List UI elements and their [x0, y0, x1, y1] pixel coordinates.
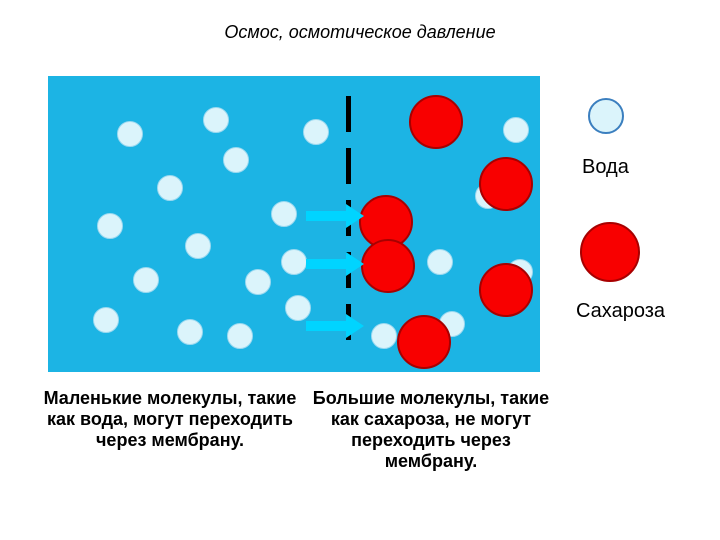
membrane-dash [346, 96, 351, 132]
sucrose-molecule [409, 95, 463, 149]
sucrose-molecule [479, 157, 533, 211]
legend-water-label: Вода [582, 156, 629, 179]
water-molecule [185, 233, 211, 259]
water-molecule [223, 147, 249, 173]
water-molecule [503, 117, 529, 143]
osmosis-diagram [48, 76, 540, 372]
membrane-dash [346, 148, 351, 184]
water-molecule [117, 121, 143, 147]
flow-arrow-icon [306, 204, 364, 228]
water-molecule [371, 323, 397, 349]
water-molecule [281, 249, 307, 275]
water-molecule [157, 175, 183, 201]
water-molecule [427, 249, 453, 275]
water-molecule [93, 307, 119, 333]
water-icon [588, 98, 624, 134]
water-molecule [203, 107, 229, 133]
water-molecule [271, 201, 297, 227]
sucrose-molecule [479, 263, 533, 317]
flow-arrow-icon [306, 252, 364, 276]
caption-small-molecules: Маленькие молекулы, такие как вода, могу… [40, 388, 300, 451]
water-molecule [97, 213, 123, 239]
caption-large-molecules: Большие молекулы, такие как сахароза, не… [306, 388, 556, 472]
flow-arrow-icon [306, 314, 364, 338]
water-molecule [133, 267, 159, 293]
water-molecule [177, 319, 203, 345]
page: Осмос, осмотическое давление Вода Сахаро… [0, 0, 720, 540]
page-title: Осмос, осмотическое давление [0, 22, 720, 43]
sucrose-icon [580, 222, 640, 282]
water-molecule [303, 119, 329, 145]
legend-sucrose-label: Сахароза [576, 300, 686, 323]
sucrose-molecule [361, 239, 415, 293]
water-molecule [245, 269, 271, 295]
water-molecule [227, 323, 253, 349]
sucrose-molecule [397, 315, 451, 369]
